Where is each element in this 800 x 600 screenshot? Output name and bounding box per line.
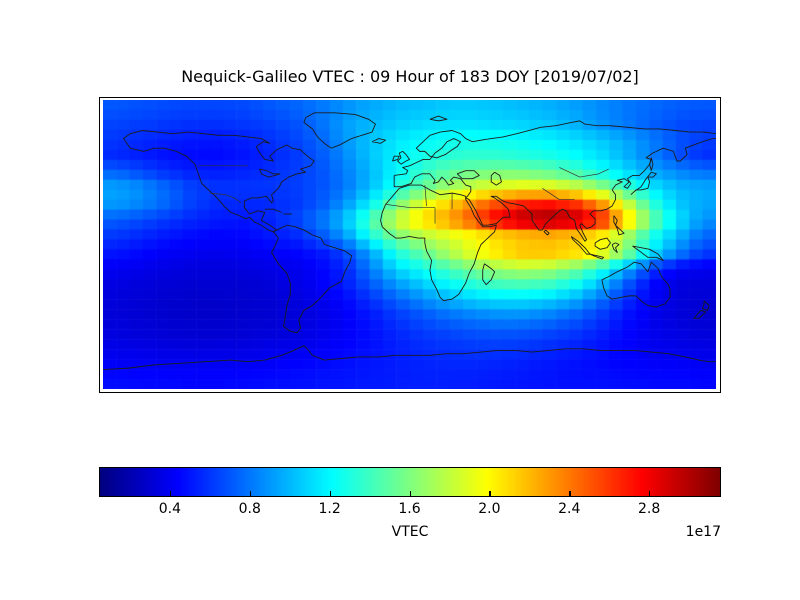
coastline-path <box>571 236 590 254</box>
coastline-path <box>633 246 664 260</box>
coastline-path <box>398 151 410 164</box>
map-axes <box>99 97 721 393</box>
coastline-path <box>265 209 282 212</box>
colorbar-tick-label: 1.2 <box>318 501 341 517</box>
coastline-path <box>272 225 352 333</box>
colorbar-tick-label: 2.4 <box>558 501 581 517</box>
coastline-path <box>595 238 610 249</box>
country-border-path <box>542 188 574 199</box>
coastline-path <box>394 121 716 176</box>
colorbar-tick-labels: 0.4 0.8 1.2 1.6 2.0 2.4 2.8 <box>99 501 721 519</box>
coastline-path <box>694 310 706 318</box>
vtec-heatmap-canvas <box>103 100 716 389</box>
colorbar-tick-label: 1.6 <box>398 501 421 517</box>
colorbar-tick-label: 0.8 <box>238 501 261 517</box>
colorbar-tick-label: 2.0 <box>478 501 501 517</box>
coastline-path <box>304 113 376 148</box>
coastline-path <box>544 230 549 235</box>
country-border-path <box>210 193 241 203</box>
country-border-path <box>386 204 435 207</box>
coastline-path <box>123 131 314 232</box>
coastline-path <box>612 243 619 253</box>
coastline-path <box>457 171 479 179</box>
coastline-path <box>430 116 447 121</box>
coastline-path <box>103 346 716 370</box>
colorbar <box>99 467 721 497</box>
coastline-path <box>394 139 716 242</box>
coastline-path <box>631 172 657 194</box>
coastline-path <box>650 158 653 171</box>
coastline-path <box>372 139 386 144</box>
coastline-path <box>602 262 670 307</box>
colorbar-gradient <box>100 468 720 496</box>
colorbar-offset-text: 1e17 <box>685 524 721 540</box>
coastline-path <box>702 301 709 311</box>
colorbar-tick-label: 2.8 <box>637 501 661 517</box>
country-border-path <box>425 185 427 206</box>
coastline-path <box>260 169 280 177</box>
coastline-path <box>381 185 497 301</box>
plot-title: Nequick-Galileo VTEC : 09 Hour of 183 DO… <box>181 67 639 86</box>
country-border-path <box>559 167 608 177</box>
coastlines-overlay <box>103 100 716 389</box>
coastline-path <box>483 264 495 285</box>
coastline-path <box>614 216 624 235</box>
coastline-path <box>491 172 501 185</box>
coastline-path <box>590 254 604 259</box>
colorbar-label: VTEC <box>391 524 429 540</box>
colorbar-tick-label: 0.4 <box>158 501 181 517</box>
coastline-path <box>392 156 399 161</box>
